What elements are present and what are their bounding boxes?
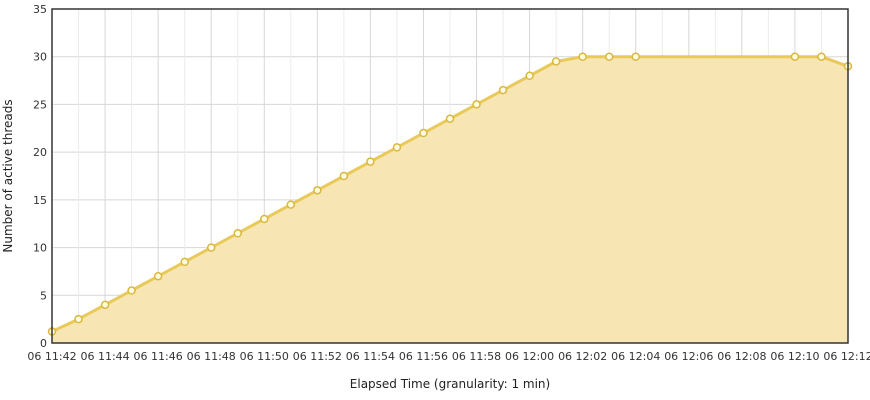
y-tick-label: 25 xyxy=(33,98,47,111)
data-point xyxy=(206,243,216,252)
x-tick-labels: 06 11:42 06 11:44 06 11:46 06 11:48 06 11:50… xyxy=(27,350,870,363)
y-tick-label: 5 xyxy=(40,289,47,302)
x-tick-label: 06 12:10 xyxy=(770,350,819,363)
x-tick-label: 06 12:00 xyxy=(505,350,554,363)
data-point xyxy=(286,200,296,209)
y-tick-label: 30 xyxy=(33,51,47,64)
y-tick-label: 0 xyxy=(40,337,47,350)
x-axis-title: Elapsed Time (granularity: 1 min) xyxy=(350,377,550,391)
x-tick-label: 06 12:12 xyxy=(823,350,870,363)
data-point xyxy=(74,314,83,324)
data-point xyxy=(339,171,349,181)
data-point xyxy=(419,128,428,138)
data-point xyxy=(127,286,136,295)
data-point xyxy=(472,100,481,109)
y-tick-label: 35 xyxy=(33,3,47,16)
plot-frame xyxy=(51,8,849,344)
data-point xyxy=(551,57,561,66)
data-point xyxy=(790,52,800,61)
x-tick-label: 06 11:44 xyxy=(80,350,129,363)
x-tick-label: 06 11:42 xyxy=(27,350,76,363)
x-tick-label: 06 11:48 xyxy=(187,350,236,363)
data-point xyxy=(445,114,455,123)
y-axis-title: Number of active threads xyxy=(1,99,15,252)
data-point xyxy=(817,52,826,61)
y-tick-label: 10 xyxy=(33,242,47,255)
x-tick-label: 06 12:02 xyxy=(558,350,607,363)
data-point xyxy=(525,71,534,81)
x-tick-label: 06 12:06 xyxy=(664,350,713,363)
data-point xyxy=(260,214,269,224)
x-tick-label: 06 11:46 xyxy=(134,350,183,363)
data-point xyxy=(631,52,640,61)
x-tick-label: 06 12:08 xyxy=(717,350,766,363)
data-point xyxy=(233,229,242,238)
data-point xyxy=(180,257,189,267)
data-point xyxy=(313,186,322,195)
y-tick-label: 20 xyxy=(33,146,47,159)
y-tick-labels: 0 5 10 15 20 25 30 35 xyxy=(33,3,47,350)
data-point xyxy=(153,271,163,281)
series-line xyxy=(51,55,849,333)
x-tick-label: 06 12:04 xyxy=(611,350,660,363)
data-point xyxy=(392,143,402,152)
x-tick-label: 06 11:58 xyxy=(452,350,501,363)
series-area-fill xyxy=(52,56,848,343)
x-tick-label: 06 11:52 xyxy=(293,350,342,363)
y-tick-label: 15 xyxy=(33,194,47,207)
x-tick-label: 06 11:56 xyxy=(399,350,448,363)
data-point xyxy=(604,52,614,61)
x-tick-label: 06 11:50 xyxy=(240,350,289,363)
data-point xyxy=(100,300,110,310)
data-point xyxy=(366,157,375,166)
x-tick-label: 06 11:54 xyxy=(346,350,395,363)
data-point xyxy=(498,85,508,95)
data-point xyxy=(578,52,587,61)
